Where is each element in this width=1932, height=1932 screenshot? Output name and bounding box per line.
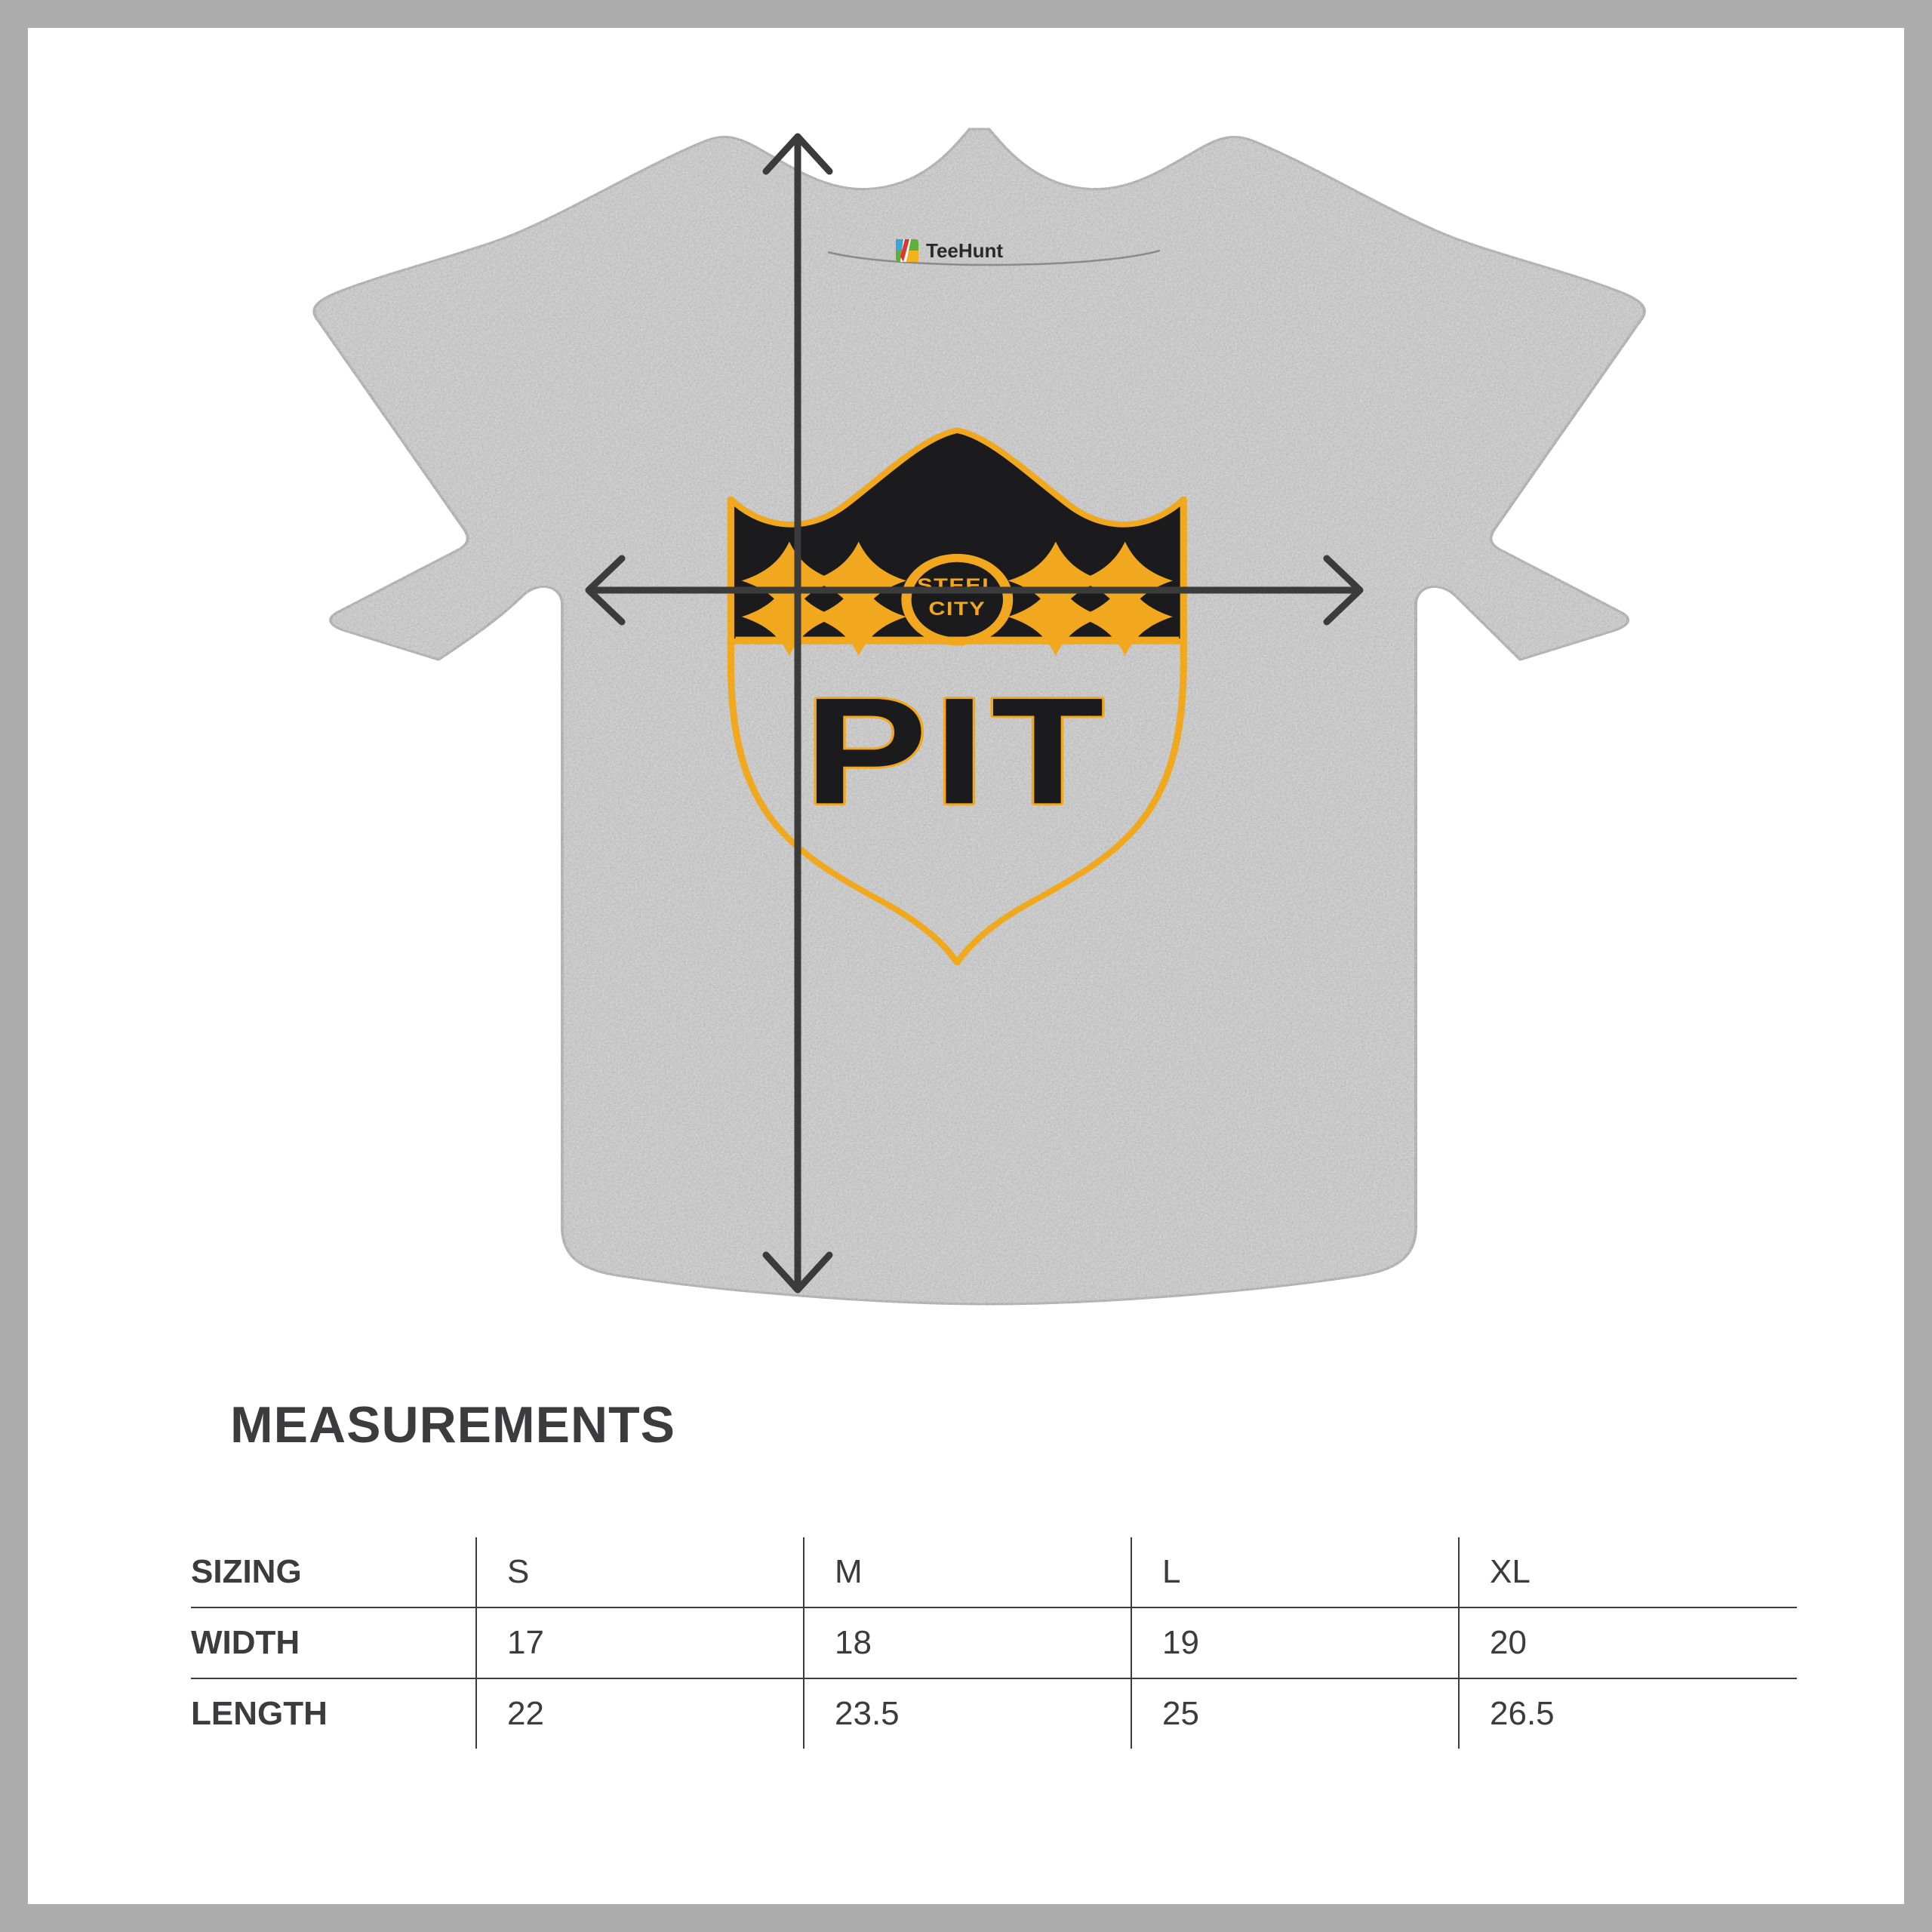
svg-text:TeeHunt: TeeHunt [926, 239, 1003, 262]
svg-text:CITY: CITY [928, 598, 986, 619]
svg-text:PIT: PIT [804, 666, 1110, 835]
